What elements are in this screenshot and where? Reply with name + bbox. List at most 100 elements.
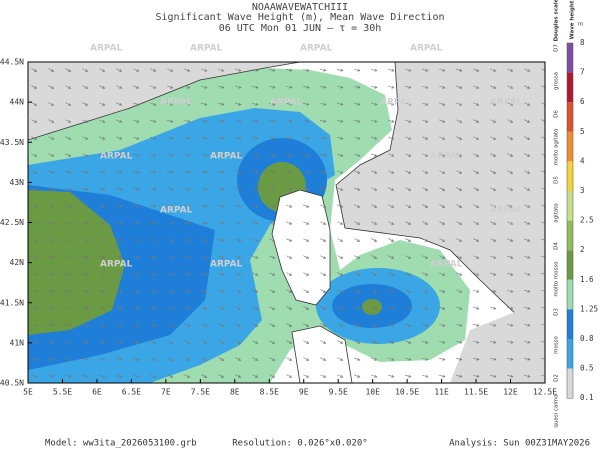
direction-arrow [524, 238, 531, 242]
direction-arrow [218, 68, 225, 72]
direction-arrow [252, 204, 259, 208]
direction-arrow [48, 238, 55, 242]
direction-arrow [439, 289, 446, 293]
direction-arrow [184, 170, 191, 174]
direction-arrow [286, 85, 293, 89]
direction-arrow [286, 323, 293, 327]
direction-arrow [116, 119, 123, 123]
direction-arrow [82, 357, 89, 361]
direction-arrow [388, 153, 395, 157]
direction-arrow [48, 85, 55, 89]
direction-arrow [524, 323, 531, 327]
direction-arrow [252, 306, 259, 310]
direction-arrow [150, 170, 157, 174]
direction-arrow [48, 119, 55, 123]
direction-arrow [218, 187, 225, 191]
direction-arrow [65, 187, 72, 191]
direction-arrow [167, 170, 174, 174]
direction-arrow [31, 187, 38, 191]
direction-arrow [150, 85, 157, 89]
direction-arrow [65, 272, 72, 276]
direction-arrow [439, 272, 446, 276]
direction-arrow [354, 68, 361, 72]
direction-arrow [337, 170, 344, 174]
direction-arrow [184, 68, 191, 72]
direction-arrow [99, 153, 106, 157]
direction-arrow [422, 255, 429, 259]
direction-arrow [150, 102, 157, 106]
direction-arrow [201, 170, 208, 174]
direction-arrow [269, 272, 276, 276]
direction-arrow [218, 340, 225, 344]
direction-arrow [286, 136, 293, 140]
direction-arrow [184, 357, 191, 361]
direction-arrow [201, 306, 208, 310]
lon-tick-label: 9E [299, 388, 309, 397]
direction-arrow [167, 187, 174, 191]
direction-arrow [167, 68, 174, 72]
lon-tick-label: 6E [92, 388, 102, 397]
direction-arrow [150, 289, 157, 293]
direction-arrow [99, 68, 106, 72]
direction-arrow [167, 323, 174, 327]
direction-arrow [99, 340, 106, 344]
direction-arrow [388, 170, 395, 174]
direction-arrow [269, 289, 276, 293]
direction-arrow [65, 255, 72, 259]
colorbar-label: 0.5 [580, 364, 594, 373]
direction-arrow [473, 68, 480, 72]
direction-arrow [303, 357, 310, 361]
direction-arrow [82, 85, 89, 89]
direction-arrow [269, 357, 276, 361]
direction-arrow [82, 289, 89, 293]
direction-arrow [133, 204, 140, 208]
direction-arrow [524, 255, 531, 259]
watermark: ARPAL [490, 98, 523, 108]
direction-arrow [490, 306, 497, 310]
direction-arrow [235, 136, 242, 140]
direction-arrow [82, 323, 89, 327]
direction-arrow [354, 272, 361, 276]
direction-arrow [116, 170, 123, 174]
colorbar-label: 8 [580, 38, 585, 47]
watermark: ARPAL [100, 152, 133, 162]
direction-arrow [218, 238, 225, 242]
direction-arrow [31, 357, 38, 361]
direction-arrow [235, 68, 242, 72]
colorbar-segment [567, 102, 573, 132]
direction-arrow [31, 255, 38, 259]
direction-arrow [116, 357, 123, 361]
direction-arrow [269, 255, 276, 259]
direction-arrow [507, 374, 514, 378]
direction-arrow [48, 221, 55, 225]
direction-arrow [133, 85, 140, 89]
direction-arrow [133, 238, 140, 242]
direction-arrow [490, 255, 497, 259]
direction-arrow [371, 323, 378, 327]
direction-arrow [48, 306, 55, 310]
direction-arrow [388, 306, 395, 310]
direction-arrow [524, 153, 531, 157]
direction-arrow [303, 238, 310, 242]
direction-arrow [422, 357, 429, 361]
direction-arrow [507, 340, 514, 344]
direction-arrow [354, 221, 361, 225]
direction-arrow [184, 136, 191, 140]
direction-arrow [405, 85, 412, 89]
direction-arrow [48, 68, 55, 72]
colorbar-label: 0.8 [580, 334, 594, 343]
direction-arrow [235, 255, 242, 259]
direction-arrow [286, 119, 293, 123]
direction-arrow [354, 357, 361, 361]
direction-arrow [286, 306, 293, 310]
direction-arrow [439, 255, 446, 259]
douglas-title: Douglas scale [554, 0, 560, 41]
direction-arrow [201, 238, 208, 242]
direction-arrow [507, 238, 514, 242]
direction-arrow [303, 255, 310, 259]
direction-arrow [150, 153, 157, 157]
direction-arrow [269, 68, 276, 72]
direction-arrow [439, 204, 446, 208]
direction-arrow [150, 204, 157, 208]
lat-tick-label: 43.5N [0, 138, 24, 147]
